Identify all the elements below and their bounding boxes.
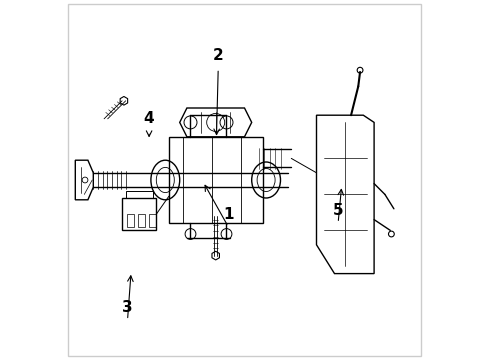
Text: 2: 2 [212, 48, 223, 63]
Bar [149, 214, 155, 227]
Bar [138, 214, 144, 227]
Text: 5: 5 [332, 203, 343, 218]
Bar [122, 198, 156, 230]
Bar [125, 191, 152, 198]
Text: 3: 3 [122, 300, 133, 315]
Bar [127, 214, 134, 227]
Text: 4: 4 [143, 111, 154, 126]
Text: 1: 1 [223, 207, 233, 222]
